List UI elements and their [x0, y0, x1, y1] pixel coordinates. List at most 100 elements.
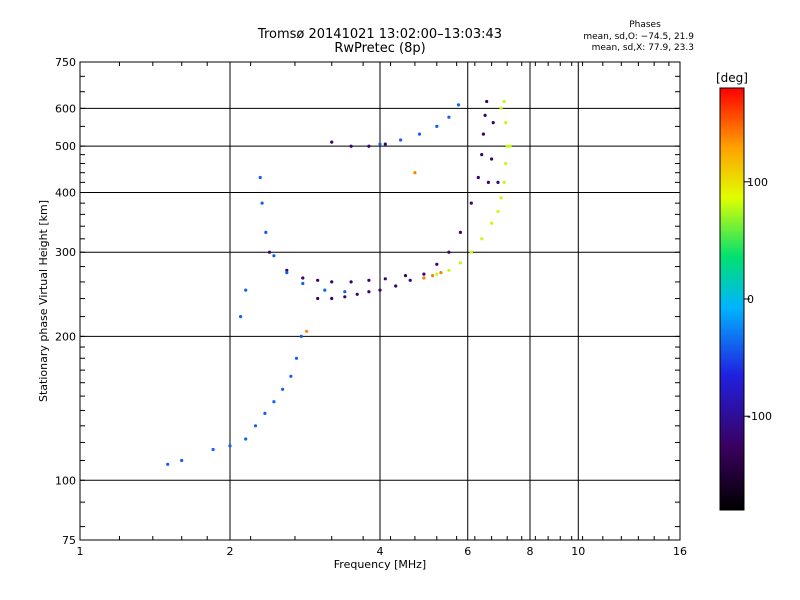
- data-point-O: [435, 262, 439, 266]
- data-point-O: [447, 115, 451, 119]
- data-point-O: [272, 254, 276, 258]
- data-point-O: [299, 334, 303, 338]
- data-point-O: [301, 276, 305, 280]
- data-point-O: [408, 278, 412, 282]
- colorbar-tick-label: 0: [747, 293, 754, 306]
- data-point-O: [394, 284, 398, 288]
- data-point-O: [483, 113, 487, 117]
- data-point-X: [480, 237, 484, 241]
- x-tick-label: 16: [673, 545, 687, 558]
- data-point-O: [260, 201, 264, 205]
- data-point-O: [399, 138, 403, 142]
- data-point-X: [422, 276, 426, 280]
- data-point-O: [244, 437, 248, 441]
- colorbar-tick-label: -100: [747, 410, 772, 423]
- chart-title: Tromsø 20141021 13:02:00–13:03:43: [257, 27, 503, 42]
- y-tick-label: 100: [55, 474, 76, 487]
- data-point-O: [490, 157, 494, 161]
- data-point-X: [502, 180, 506, 184]
- data-point-X: [499, 106, 503, 110]
- data-point-X: [435, 272, 439, 276]
- data-point-X: [458, 261, 462, 265]
- data-point-O: [323, 288, 327, 292]
- x-axis-label: Frequency [MHz]: [334, 558, 426, 571]
- data-point-X: [508, 144, 512, 148]
- data-point-X: [504, 161, 508, 166]
- colorbar-ticks: 100 0 -100: [744, 176, 772, 423]
- y-tick-label: 500: [55, 140, 76, 153]
- data-point-O: [343, 295, 347, 299]
- data-point-X: [496, 209, 500, 214]
- data-point-X: [439, 271, 443, 275]
- data-point-O: [378, 142, 382, 146]
- data-point-X: [413, 171, 417, 175]
- data-point-X: [499, 196, 503, 200]
- plot-frame: [79, 61, 681, 541]
- x-tick-label: 8: [527, 545, 534, 558]
- data-point-O: [316, 296, 320, 301]
- data-point-O: [378, 288, 382, 292]
- colorbar-label: [deg]: [716, 71, 748, 85]
- y-axis-label: Stationary phase Virtual Height [km]: [37, 200, 50, 402]
- data-point-O: [239, 315, 243, 319]
- data-point-O: [258, 175, 262, 180]
- data-point-O: [330, 296, 334, 301]
- x-tick-label: 2: [227, 545, 234, 558]
- data-point-O: [228, 444, 232, 448]
- data-point-O: [456, 103, 461, 107]
- data-point-O: [285, 271, 289, 275]
- data-point-X: [447, 268, 451, 272]
- y-tick-label: 600: [55, 102, 76, 115]
- data-point-O: [403, 274, 408, 278]
- data-point-O: [480, 153, 484, 157]
- data-point-O: [349, 144, 353, 148]
- phase-stats-o: mean, sd,O: −74.5, 21.9: [583, 32, 694, 42]
- data-point-O: [458, 230, 462, 234]
- data-point-O: [253, 424, 258, 428]
- data-point-X: [469, 250, 473, 254]
- data-point-O: [383, 277, 387, 281]
- data-point-O: [476, 175, 480, 180]
- data-point-X: [305, 329, 309, 333]
- data-point-O: [244, 288, 248, 292]
- chart-subtitle: RwPretec (8p): [334, 41, 426, 56]
- data-point-O: [355, 292, 359, 296]
- data-points: [166, 99, 512, 466]
- data-point-O: [166, 462, 170, 466]
- data-point-O: [367, 278, 371, 282]
- y-tick-label: 75: [62, 534, 76, 547]
- data-point-O: [264, 230, 268, 234]
- data-point-O: [486, 180, 490, 184]
- data-point-O: [481, 132, 485, 136]
- data-point-O: [272, 400, 276, 404]
- data-point-X: [504, 121, 508, 125]
- data-point-O: [294, 356, 299, 360]
- grid-lines: [80, 62, 680, 540]
- data-point-O: [367, 290, 371, 294]
- data-point-O: [330, 140, 334, 144]
- data-point-O: [343, 290, 347, 294]
- colorbar-tick-label: 100: [747, 176, 768, 189]
- x-tick-label: 10: [571, 545, 585, 558]
- data-point-O: [267, 250, 272, 254]
- data-point-O: [349, 280, 353, 284]
- data-point-O: [447, 250, 451, 254]
- data-point-O: [330, 280, 334, 284]
- y-tick-label: 400: [55, 186, 76, 199]
- data-point-O: [289, 374, 293, 378]
- data-point-O: [417, 132, 422, 136]
- data-point-X: [502, 99, 506, 104]
- data-point-O: [281, 387, 285, 391]
- data-point-O: [263, 411, 267, 415]
- y-tick-label: 300: [55, 246, 76, 259]
- phase-stats-title: Phases: [629, 20, 661, 30]
- data-point-O: [285, 268, 289, 272]
- x-tick-label: 4: [377, 545, 384, 558]
- data-point-O: [316, 278, 320, 282]
- data-point-O: [211, 447, 215, 452]
- y-tick-label: 200: [55, 330, 76, 343]
- data-point-X: [490, 221, 494, 225]
- data-point-O: [435, 124, 439, 128]
- data-point-O: [485, 99, 489, 104]
